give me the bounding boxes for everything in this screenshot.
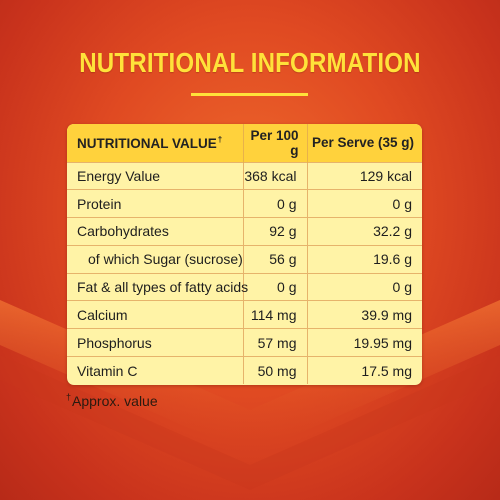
page-title: NUTRITIONAL INFORMATION [79, 47, 421, 78]
row-per-100g: 92 g [243, 217, 308, 246]
table-row: Fat & all types of fatty acids 0 g 0 g [67, 273, 422, 301]
row-per-serve: 17.5 mg [361, 362, 412, 379]
header-per-100g: Per 100 g [243, 124, 308, 162]
title-underline [191, 93, 308, 96]
table-row: Protein 0 g 0 g [67, 189, 422, 218]
footnote: †Approx. value [66, 392, 158, 409]
dagger-mark: † [217, 134, 223, 144]
table-row: Phosphorus 57 mg 19.95 mg [67, 328, 422, 357]
row-name: Carbohydrates [67, 217, 244, 246]
nutrition-table: NUTRITIONAL VALUE† Per 100 g Per Serve (… [67, 124, 422, 385]
table-row: Vitamin C 50 mg 17.5 mg [67, 356, 422, 385]
row-name: Phosphorus [67, 328, 244, 357]
header-per-serve: Per Serve (35 g) [311, 135, 414, 151]
row-per-100g: 368 kcal [243, 162, 308, 190]
table-row: Calcium 114 mg 39.9 mg [67, 300, 422, 329]
row-name: of which Sugar (sucrose) [67, 245, 244, 274]
row-per-100g: 0 g [243, 189, 308, 218]
table-row: of which Sugar (sucrose) 56 g 19.6 g [67, 245, 422, 274]
row-per-serve: 19.6 g [373, 251, 412, 268]
nutrition-table-panel: NUTRITIONAL VALUE† Per 100 g Per Serve (… [67, 124, 422, 385]
row-name: Calcium [67, 300, 244, 329]
row-per-100g: 114 mg [243, 300, 308, 329]
row-name: Energy Value [67, 162, 244, 190]
row-per-100g: 50 mg [243, 356, 308, 385]
footnote-dagger-mark: † [66, 392, 72, 402]
table-header-row: NUTRITIONAL VALUE† Per 100 g Per Serve (… [67, 124, 422, 162]
row-per-100g: 57 mg [243, 328, 308, 357]
row-name: Vitamin C [67, 356, 244, 385]
row-per-serve: 0 g [392, 279, 412, 296]
footnote-text: Approx. value [72, 393, 158, 409]
row-per-serve: 129 kcal [359, 167, 412, 184]
row-per-serve: 32.2 g [373, 223, 412, 240]
table-row: Carbohydrates 92 g 32.2 g [67, 217, 422, 246]
header-nutritional-value: NUTRITIONAL VALUE† [67, 124, 244, 162]
row-per-100g: 56 g [243, 245, 308, 274]
row-per-serve: 0 g [392, 195, 412, 212]
row-name: Protein [67, 189, 244, 218]
row-name: Fat & all types of fatty acids [67, 273, 248, 301]
row-per-serve: 39.9 mg [361, 306, 412, 323]
row-per-serve: 19.95 mg [353, 334, 412, 351]
table-row: Energy Value 368 kcal 129 kcal [67, 162, 422, 190]
row-per-100g: 0 g [243, 273, 308, 301]
